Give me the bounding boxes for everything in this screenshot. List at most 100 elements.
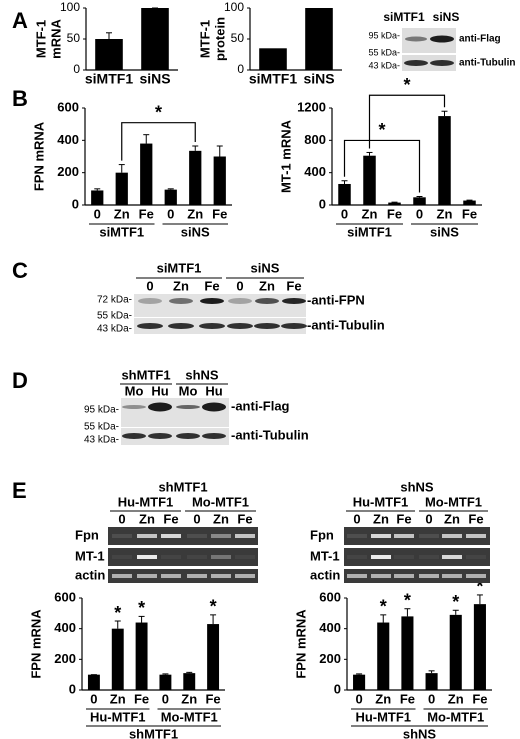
group-label: Mo-MTF1 bbox=[427, 709, 484, 724]
gel-group-label: Mo-MTF1 bbox=[192, 494, 249, 509]
y-axis-label: MTF-1 bbox=[33, 20, 48, 58]
bar bbox=[135, 622, 148, 690]
gel-band bbox=[235, 574, 255, 578]
gel-band bbox=[442, 574, 462, 578]
gel-band bbox=[347, 555, 367, 559]
x-tick-label: Zn bbox=[437, 206, 453, 221]
bar bbox=[213, 156, 226, 205]
y-tick-label: 1200 bbox=[297, 99, 326, 114]
y-axis-label: protein bbox=[212, 17, 227, 61]
x-tick-label: Fe bbox=[134, 691, 149, 706]
blot-band bbox=[405, 36, 427, 42]
bar bbox=[401, 616, 414, 690]
marker-label: 95 kDa- bbox=[84, 405, 119, 416]
blot-group-label: siNS bbox=[251, 260, 280, 275]
blot-band bbox=[404, 60, 428, 66]
x-tick-label: Zn bbox=[187, 206, 203, 221]
marker-label: 95 kDa- bbox=[368, 30, 400, 40]
x-tick-label: Zn bbox=[375, 691, 391, 706]
blot-band bbox=[138, 298, 162, 304]
bar bbox=[353, 674, 366, 690]
gel-band bbox=[442, 555, 462, 559]
blot-band bbox=[148, 402, 172, 412]
y-tick-label: 600 bbox=[319, 589, 341, 604]
gel-band bbox=[137, 574, 157, 578]
y-axis-label: FPN mRNA bbox=[31, 121, 46, 191]
gel-band bbox=[347, 574, 367, 578]
gel-band bbox=[394, 534, 414, 538]
y-axis-label: MTF-1 bbox=[197, 20, 212, 58]
gel-band bbox=[419, 574, 439, 578]
blot-membrane bbox=[121, 398, 229, 427]
y-tick-label: 400 bbox=[54, 620, 76, 635]
gel-lane-label: Fe bbox=[468, 511, 483, 526]
gel-band bbox=[211, 555, 231, 559]
significance-star: * bbox=[210, 597, 217, 617]
y-tick-label: 0 bbox=[73, 62, 80, 76]
bar bbox=[164, 189, 177, 205]
gel-group-label: Mo-MTF1 bbox=[425, 494, 482, 509]
gel-band bbox=[466, 534, 486, 538]
panel-label: B bbox=[12, 86, 28, 111]
blot-band bbox=[169, 298, 193, 304]
gel-strip bbox=[108, 548, 258, 566]
x-tick-label: Zn bbox=[448, 691, 464, 706]
gel-lane-label: Fe bbox=[163, 511, 178, 526]
bar bbox=[473, 604, 486, 690]
bar bbox=[338, 183, 351, 205]
marker-label: 43 kDa- bbox=[368, 60, 400, 70]
antibody-label: -anti-Tubulin bbox=[307, 317, 385, 332]
bar bbox=[363, 155, 376, 205]
x-tick-label: Fe bbox=[205, 691, 220, 706]
significance-bracket bbox=[343, 139, 421, 193]
bar bbox=[159, 674, 172, 690]
blot-band bbox=[228, 298, 252, 304]
blot-column-label: siNS bbox=[433, 10, 460, 24]
blot-band bbox=[227, 323, 253, 329]
x-tick-label: Fe bbox=[212, 206, 227, 221]
group-label: Hu-MTF1 bbox=[90, 709, 146, 724]
bar bbox=[183, 673, 196, 690]
group-label: siMTF1 bbox=[347, 224, 392, 239]
blot-band bbox=[176, 405, 200, 409]
blot-lane-label: Fe bbox=[286, 278, 301, 293]
blot-lane-label: Fe bbox=[204, 278, 219, 293]
y-tick-label: 200 bbox=[319, 651, 341, 666]
blot-membrane bbox=[134, 294, 306, 317]
x-tick-label: Zn bbox=[181, 691, 197, 706]
bar bbox=[140, 143, 153, 205]
marker-label: 55 kDa- bbox=[368, 47, 400, 57]
gel-row-label: MT-1 bbox=[75, 548, 105, 563]
gel-band bbox=[112, 574, 132, 578]
gel-row-label: actin bbox=[310, 567, 340, 582]
gel-band bbox=[466, 574, 486, 578]
blot-band bbox=[202, 402, 226, 412]
gel-band bbox=[187, 574, 207, 578]
bar bbox=[111, 628, 124, 690]
y-tick-label: 100 bbox=[224, 0, 244, 14]
antibody-label: -anti-Tubulin bbox=[231, 427, 309, 442]
gel-row-label: Fpn bbox=[75, 527, 99, 542]
group-label: Hu-MTF1 bbox=[355, 709, 411, 724]
blot-lane-label: 0 bbox=[146, 278, 153, 293]
blot-lane-label: Hu bbox=[151, 383, 168, 398]
gel-band bbox=[419, 555, 439, 559]
gel-band bbox=[211, 574, 231, 578]
significance-star: * bbox=[403, 75, 410, 95]
blot-lane-label: Zn bbox=[173, 278, 189, 293]
y-tick-label: 0 bbox=[237, 62, 244, 76]
gel-group-label: Hu-MTF1 bbox=[118, 494, 174, 509]
x-tick-label: Zn bbox=[110, 691, 126, 706]
x-axis-label: shMTF1 bbox=[129, 726, 178, 739]
antibody-label: anti-Tubulin bbox=[459, 58, 515, 69]
x-tick-label: 0 bbox=[162, 691, 169, 706]
gel-row-label: actin bbox=[75, 567, 105, 582]
blot-lane-label: 0 bbox=[236, 278, 243, 293]
blot-band bbox=[282, 298, 306, 304]
gel-lane-label: 0 bbox=[193, 511, 200, 526]
y-tick-label: 400 bbox=[57, 132, 79, 147]
antibody-label: anti-Flag bbox=[459, 34, 501, 45]
bar bbox=[388, 202, 401, 205]
gel-band bbox=[419, 534, 439, 538]
